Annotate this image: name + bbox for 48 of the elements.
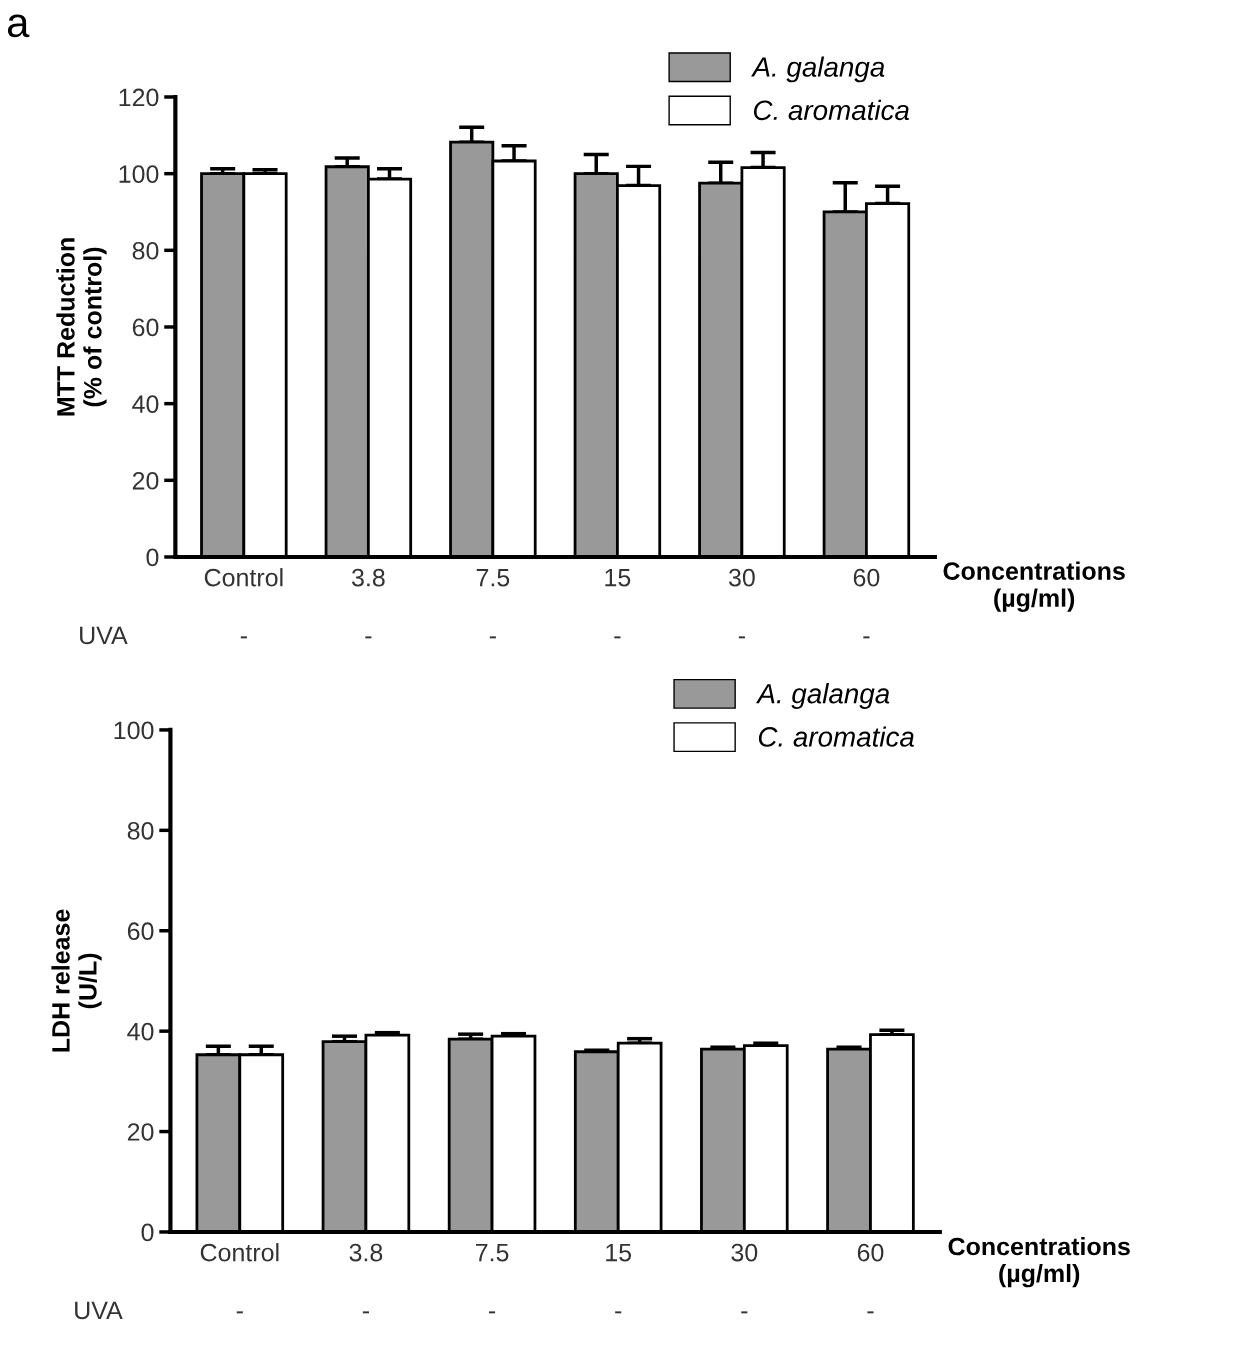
y-tick-label: 20	[127, 1123, 154, 1141]
y-tick-label: 100	[119, 165, 159, 183]
legend-label: A. galanga	[751, 56, 885, 83]
text: a	[7, 14, 30, 38]
x-tick-label: 60	[857, 1243, 884, 1262]
legend-label: C. aromatica	[753, 99, 909, 121]
legend-label: C. aromatica	[758, 726, 914, 747]
x-tick-label: 30	[728, 568, 755, 587]
text: -	[615, 1311, 622, 1314]
x-axis-title: Concentrations (µg/ml)	[943, 561, 1125, 612]
y-tick-label: 60	[127, 922, 154, 941]
text: -	[240, 636, 247, 639]
text: -	[489, 1311, 496, 1314]
y-tick-label: 60	[132, 318, 159, 337]
x-tick-label: 3.8	[351, 568, 385, 587]
text: -	[489, 636, 496, 639]
text: -	[614, 636, 621, 639]
x-axis-title: Concentrations (µg/ml)	[948, 1236, 1130, 1288]
x-tick-label: Control	[204, 568, 283, 587]
y-tick-label: 40	[127, 1022, 154, 1041]
text: -	[867, 1311, 874, 1314]
x-tick-label: 7.5	[476, 569, 510, 587]
y-tick-label: 120	[119, 88, 159, 107]
x-tick-label: 7.5	[475, 1244, 509, 1262]
text: UVA	[80, 626, 128, 645]
y-tick-label: 20	[132, 471, 159, 490]
x-tick-label: 3.8	[349, 1243, 383, 1262]
text: -	[741, 1311, 748, 1314]
x-tick-label: 30	[731, 1243, 758, 1262]
y-tick-label: 80	[127, 821, 154, 840]
text: -	[362, 1311, 369, 1314]
text: -	[236, 1311, 243, 1314]
x-tick-label: 60	[853, 568, 880, 587]
y-tick-label: 80	[132, 241, 159, 260]
y-axis-title: MTT Reduction (% of control)	[56, 238, 107, 416]
text: -	[863, 636, 870, 639]
text: -	[365, 636, 372, 639]
text: -	[738, 636, 745, 639]
legend-label: A. galanga	[756, 683, 890, 710]
text: UVA	[75, 1301, 123, 1320]
y-tick-label: 40	[132, 395, 159, 413]
x-tick-label: Control	[200, 1243, 279, 1262]
y-tick-label: 0	[146, 548, 159, 567]
x-tick-label: 15	[606, 1244, 632, 1262]
x-tick-label: 15	[605, 569, 631, 587]
y-tick-label: 0	[141, 1223, 154, 1242]
y-axis-title: LDH release (U/L)	[51, 909, 102, 1052]
y-tick-label: 100	[114, 721, 154, 740]
